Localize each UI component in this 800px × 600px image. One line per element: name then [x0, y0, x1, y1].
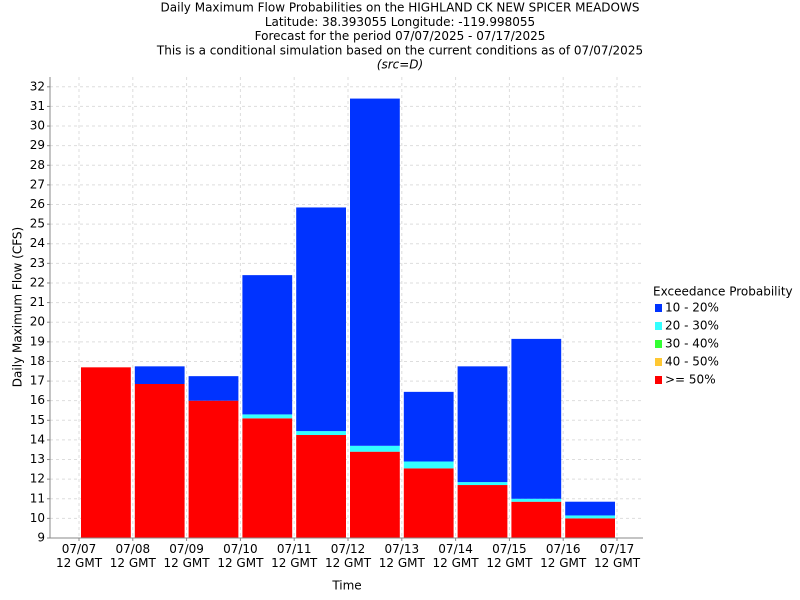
- chart-title: Forecast for the period 07/07/2025 - 07/…: [255, 29, 546, 43]
- y-tick-label: 10: [30, 511, 45, 525]
- legend-swatch: [655, 304, 662, 312]
- bar-segment: [350, 451, 400, 538]
- x-tick-label: 07/16 12 GMT: [540, 542, 587, 570]
- y-tick-label: 19: [30, 334, 45, 348]
- bar-segment: [403, 461, 454, 469]
- x-tick-label: 07/07 12 GMT: [55, 542, 103, 570]
- legend-swatch: [655, 358, 662, 366]
- bar-segment: [511, 498, 562, 502]
- bar-segment: [81, 367, 131, 538]
- x-tick-label: 07/10 12 GMT: [217, 542, 264, 570]
- x-tick-label: 07/12 12 GMT: [324, 542, 372, 570]
- legend-label: 10 - 20%: [665, 301, 719, 315]
- bar-segment: [457, 366, 508, 483]
- bar-segment: [457, 485, 508, 538]
- x-axis-label: Time: [331, 579, 361, 593]
- x-tick-label: 07/15 12 GMT: [486, 542, 533, 570]
- x-tick-label: 07/08 12 GMT: [109, 542, 156, 570]
- y-tick-label: 23: [30, 256, 45, 270]
- y-tick-label: 15: [30, 413, 45, 427]
- y-tick-label: 21: [30, 295, 45, 309]
- bar-segment: [511, 338, 562, 499]
- bar-segment: [565, 501, 615, 516]
- y-tick-label: 22: [30, 275, 45, 289]
- legend-title: Exceedance Probability: [653, 285, 793, 299]
- y-tick-label: 17: [30, 374, 45, 388]
- y-tick-label: 28: [30, 158, 45, 172]
- chart-title: Daily Maximum Flow Probabilities on the …: [161, 1, 640, 15]
- y-tick-label: 14: [30, 432, 45, 446]
- y-tick-label: 9: [37, 531, 45, 545]
- y-tick-label: 11: [30, 491, 45, 505]
- y-tick-label: 16: [30, 393, 45, 407]
- legend-label: >= 50%: [665, 373, 716, 387]
- bar-segment: [242, 275, 293, 415]
- y-tick-label: 26: [30, 197, 45, 211]
- y-tick-label: 30: [30, 119, 45, 133]
- bar-segment: [457, 482, 508, 486]
- bar-segment: [296, 207, 346, 432]
- chart-title: This is a conditional simulation based o…: [156, 43, 643, 57]
- y-tick-label: 31: [30, 99, 45, 113]
- bar-segment: [188, 376, 239, 401]
- bar-segment: [134, 366, 185, 385]
- y-tick-label: 18: [30, 354, 45, 368]
- y-tick-label: 27: [30, 177, 45, 191]
- bar-segment: [134, 384, 185, 538]
- legend-label: 30 - 40%: [665, 337, 719, 351]
- x-tick-label: 07/13 12 GMT: [378, 542, 425, 570]
- bar-segment: [188, 400, 239, 538]
- y-axis-label: Daily Maximum Flow (CFS): [11, 227, 25, 387]
- y-tick-label: 25: [30, 217, 45, 231]
- x-tick-label: 07/14 12 GMT: [432, 542, 479, 570]
- x-tick-label: 07/09 12 GMT: [163, 542, 210, 570]
- bar-segment: [350, 98, 400, 446]
- bar-segment: [242, 418, 293, 538]
- x-tick-label: 07/17 12 GMT: [593, 542, 641, 570]
- y-tick-label: 12: [30, 472, 45, 486]
- bar-segment: [296, 431, 346, 436]
- bar-segment: [242, 414, 293, 419]
- chart-title: Latitude: 38.393055 Longitude: -119.9980…: [265, 15, 535, 29]
- y-tick-label: 24: [30, 236, 45, 250]
- y-tick-label: 29: [30, 138, 45, 152]
- bar-segment: [350, 445, 400, 452]
- bar-segment: [403, 391, 454, 462]
- legend-label: 40 - 50%: [665, 355, 719, 369]
- legend-label: 20 - 30%: [665, 319, 719, 333]
- chart-subtitle: (src=D): [377, 58, 423, 72]
- bar-segment: [403, 468, 454, 538]
- bar-segment: [511, 501, 562, 538]
- y-tick-label: 20: [30, 315, 45, 329]
- y-tick-label: 13: [30, 452, 45, 466]
- bar-segment: [565, 515, 615, 519]
- legend-swatch: [655, 340, 662, 348]
- x-tick-label: 07/11 12 GMT: [271, 542, 318, 570]
- legend-swatch: [655, 376, 662, 384]
- legend-swatch: [655, 322, 662, 330]
- bar-segment: [296, 435, 346, 538]
- y-tick-label: 32: [30, 79, 45, 93]
- bar-segment: [565, 518, 615, 538]
